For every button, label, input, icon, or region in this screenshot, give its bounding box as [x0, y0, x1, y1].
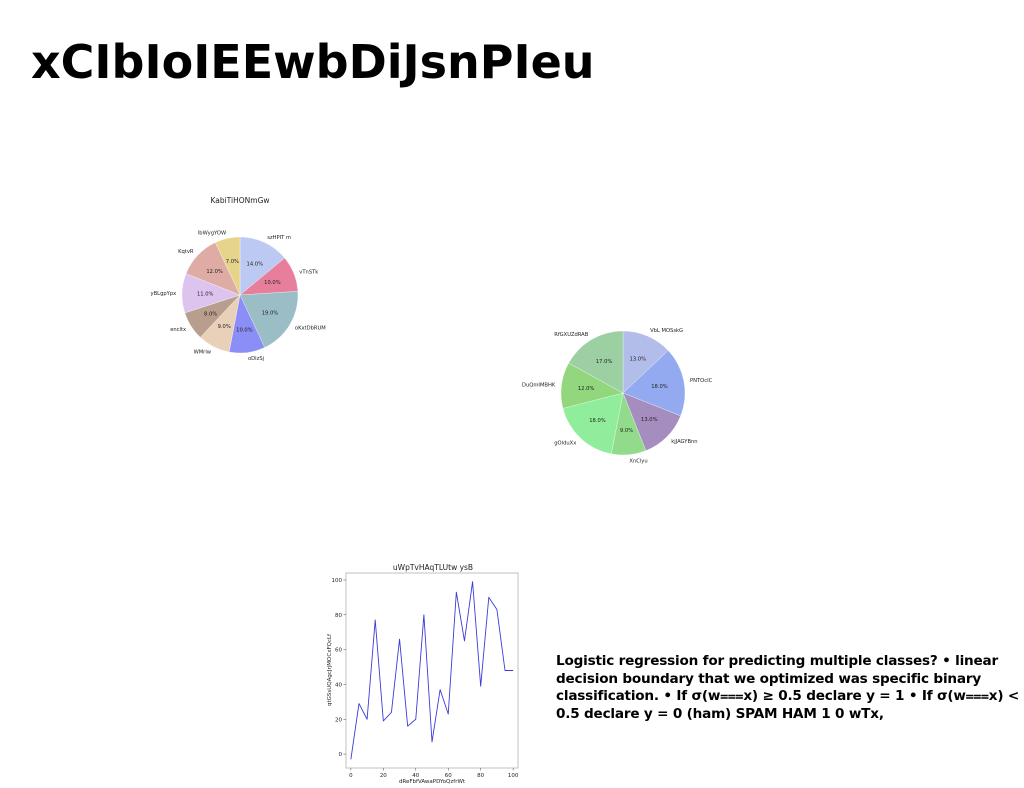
- pie-slice-percent: 11.0%: [197, 292, 214, 298]
- pie-slice-label: szHPIT m: [267, 235, 291, 241]
- pie-slice: [562, 392, 624, 455]
- x-tick-label: 60: [445, 773, 452, 779]
- pie-slice-label: kjJAGYBnn: [671, 439, 697, 445]
- x-tick-label: 100: [508, 773, 519, 779]
- y-tick-label: 60: [335, 648, 342, 654]
- pie-slice-percent: 7.0%: [226, 259, 239, 265]
- pie-slice-label: DuQmIMBHK: [522, 382, 556, 388]
- pie-slice: [568, 330, 624, 394]
- pie-slice-percent: 18.0%: [589, 418, 606, 424]
- line-chart: uWpTvHAqTLUtw ysB 0 20 40 60 80 100 0 20 40 60 80 1…: [327, 563, 519, 785]
- x-tick-label: 0: [349, 773, 353, 779]
- pie-slice-percent: 9.0%: [218, 324, 231, 330]
- pie-slice-percent: 13.0%: [641, 417, 658, 423]
- pie-chart-1-title: KabiTiHONmGw: [210, 196, 269, 205]
- pie-slice-percent: 13.0%: [630, 357, 647, 363]
- pie-slice-label: WMrlw: [194, 350, 212, 356]
- pie-slice-percent: 10.0%: [236, 327, 253, 333]
- pie-slice: [239, 236, 285, 296]
- y-tick-label: 100: [332, 578, 343, 584]
- y-tick-label: 40: [335, 682, 342, 688]
- y-tick-label: 0: [339, 752, 343, 758]
- pie-slice-percent: 17.0%: [596, 359, 613, 365]
- slide-title: xCIbIoIEEwbDiJsnPIeu: [31, 35, 595, 89]
- pie-slice-label: RfGXUZdRAB: [554, 332, 588, 338]
- pie-slice-percent: 12.0%: [578, 386, 595, 392]
- pie-slice-label: KqtvR: [178, 249, 194, 255]
- line-chart-title: uWpTvHAqTLUtw ysB: [393, 563, 473, 572]
- x-axis-label: dReFbfVAwaPDYoQzfrWt: [399, 779, 466, 785]
- pie-slice: [622, 350, 686, 417]
- pie-slice-percent: 19.0%: [262, 311, 279, 317]
- pie-slice-label: encltx: [170, 327, 186, 333]
- pie-slice-percent: 8.0%: [204, 311, 217, 317]
- pie-slice-label: gOlduXx: [554, 441, 576, 447]
- slide-note: Logistic regression for predicting multi…: [556, 653, 1020, 722]
- pie-chart-1: KabiTiHONmGw 14.0% szHPIT m 10.0% vTnSTk 19.…: [151, 196, 326, 362]
- pie-slice-label: vTnSTk: [299, 269, 318, 275]
- pie-slice-percent: 12.0%: [206, 269, 223, 275]
- pie-slice-label: oKxtDbRUM: [295, 325, 326, 331]
- pie-slice-label: XnClyu: [629, 459, 647, 465]
- pie-slice: [239, 291, 299, 348]
- x-tick-label: 40: [412, 773, 419, 779]
- y-axis-label: qtGSsUQAgcJrjMOCxFQcLf: [327, 633, 333, 706]
- pie-slice-percent: 14.0%: [247, 261, 264, 267]
- pie-slice: [215, 236, 241, 296]
- pie-slice-percent: 10.0%: [264, 280, 281, 286]
- pie-slice-label: PNTOcIC: [690, 378, 713, 384]
- data-line: [350, 581, 514, 760]
- pie-slice-label: VbL MOSskG: [650, 328, 683, 334]
- x-tick-label: 80: [477, 773, 484, 779]
- pie-slice-label: lbWygYOW: [198, 231, 226, 237]
- pie-slice-percent: 18.0%: [651, 384, 668, 390]
- pie-slice-percent: 9.0%: [620, 428, 633, 434]
- pie-slice-label: yBLgpYpx: [151, 291, 177, 297]
- pie-slice-label: oDlzSj: [248, 356, 264, 362]
- x-tick-label: 20: [380, 773, 387, 779]
- pie-chart-2: 13.0% VbL MOSskG 18.0% PNTOcIC 13.0% kjJAGYBn…: [522, 328, 713, 465]
- y-tick-label: 20: [335, 717, 342, 723]
- y-tick-label: 80: [335, 613, 342, 619]
